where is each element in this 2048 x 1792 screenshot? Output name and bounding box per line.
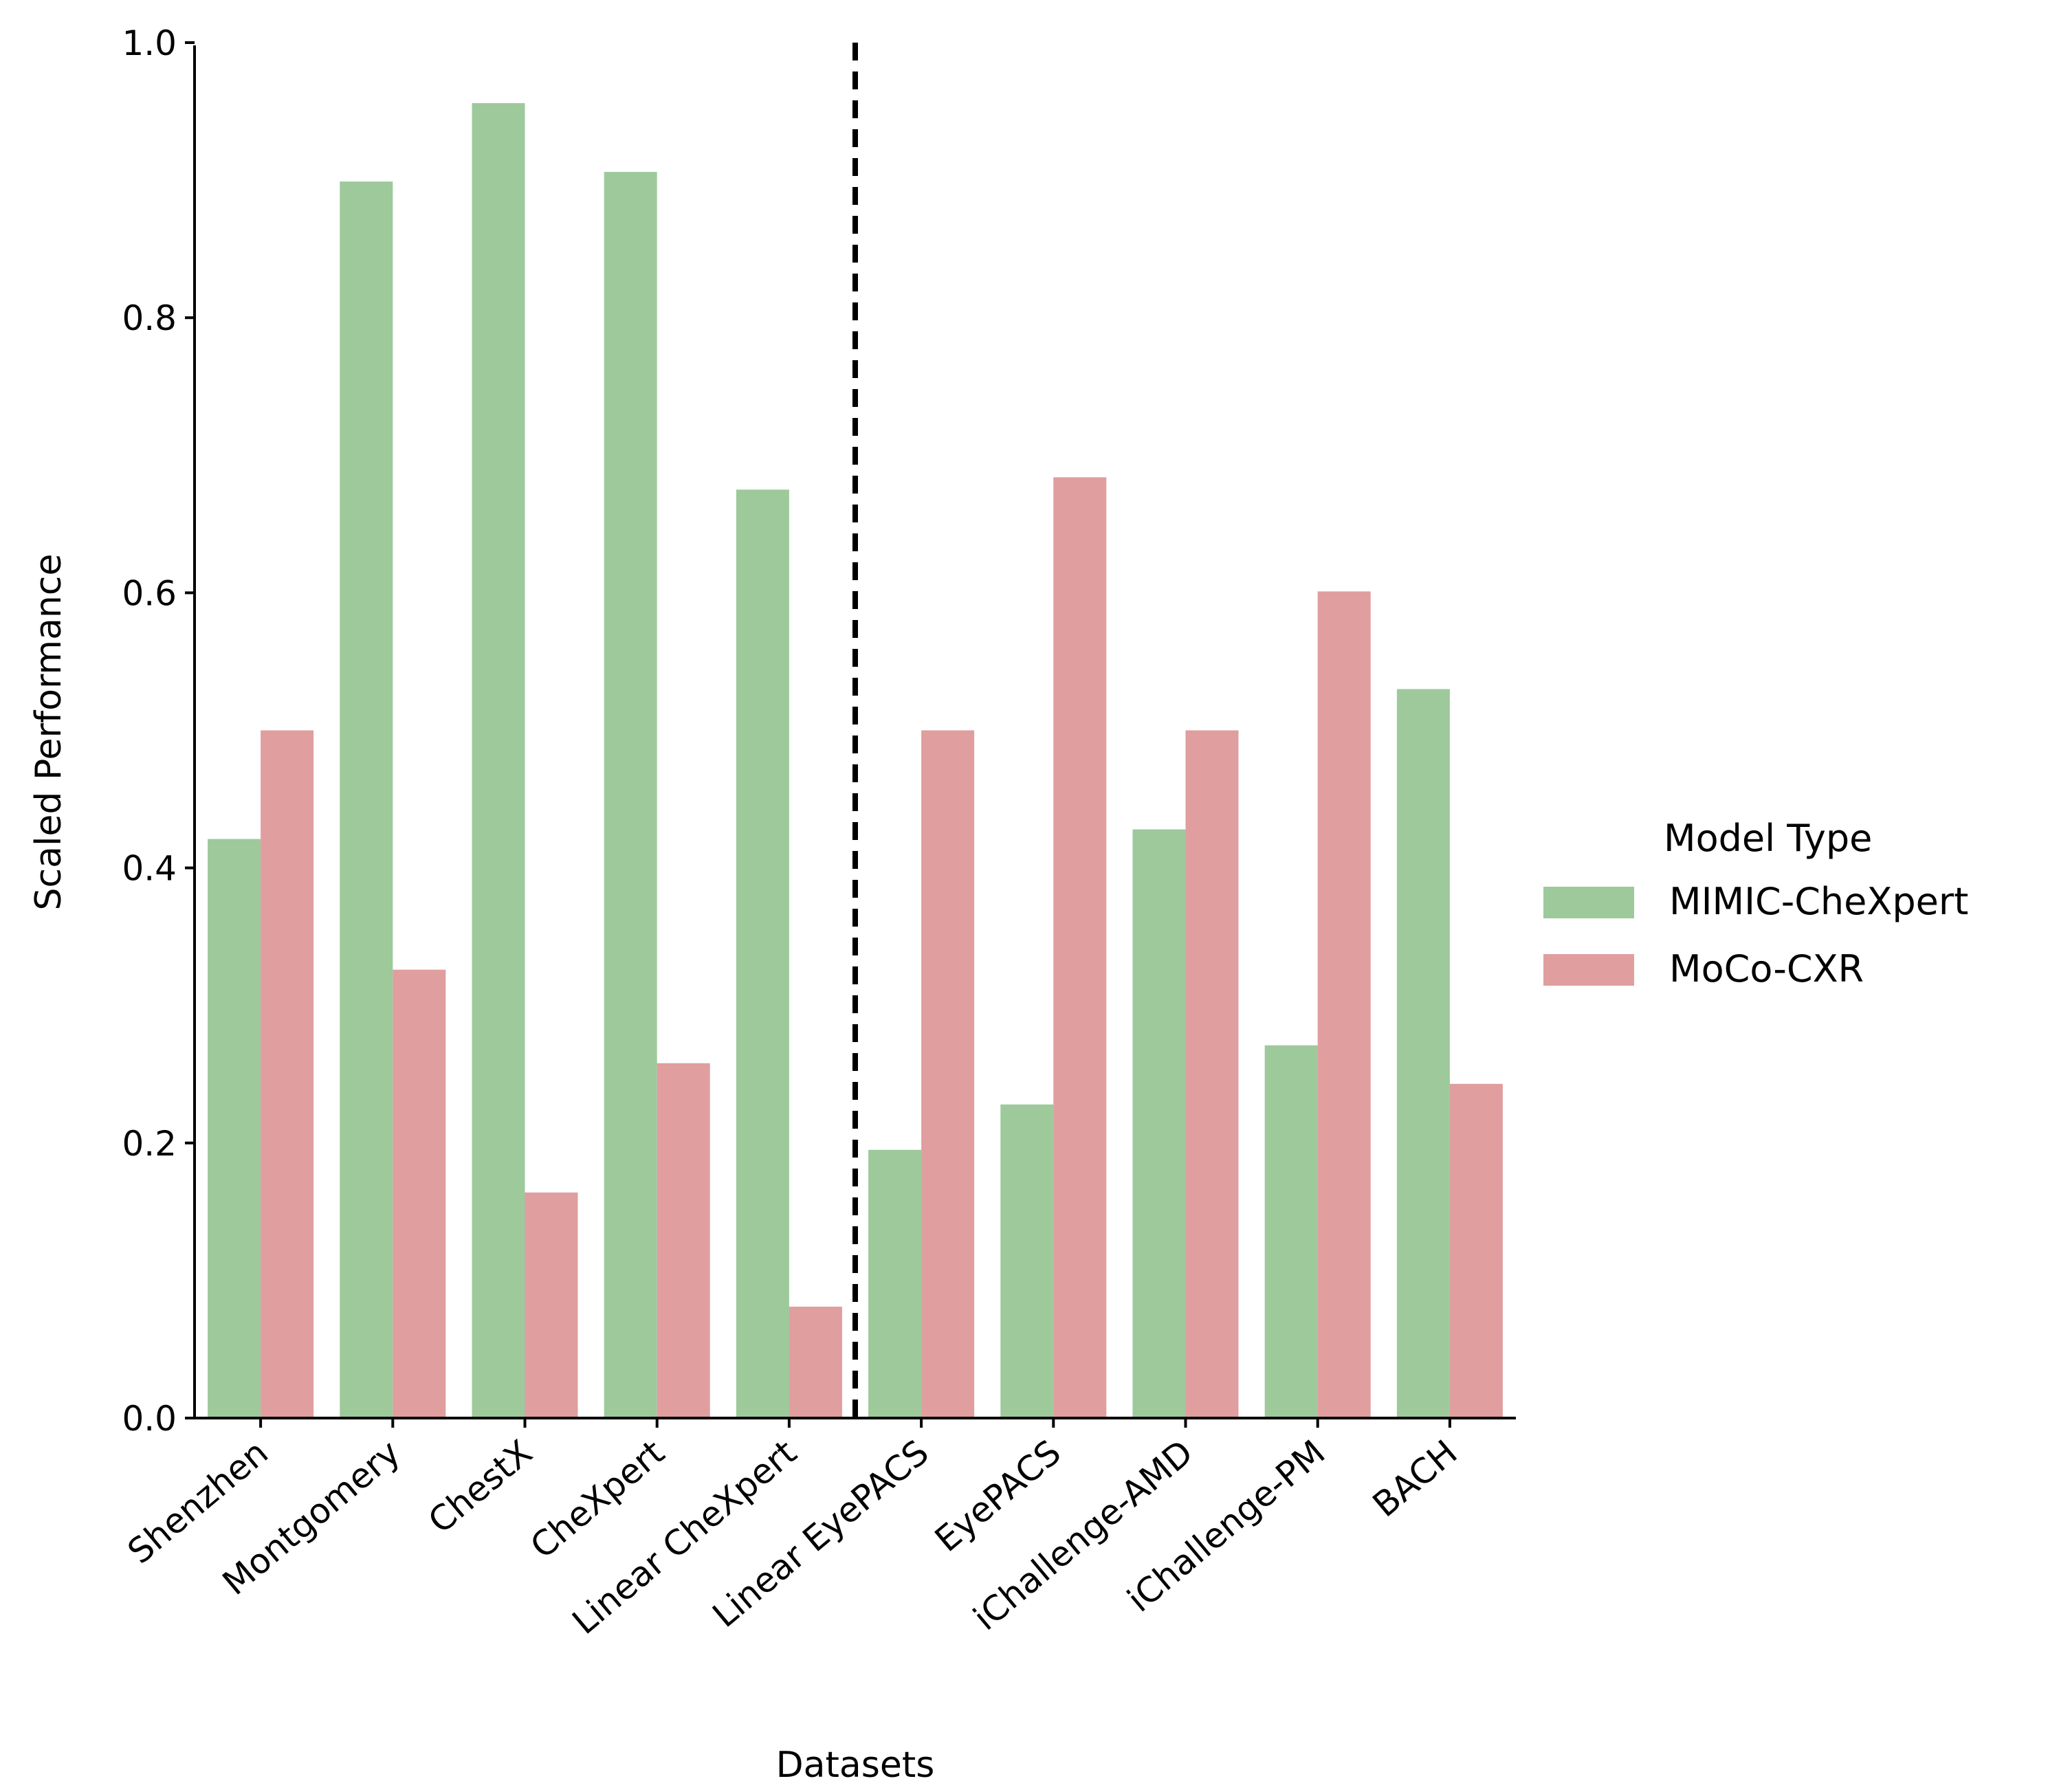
bar-moco-cxr-chexpert — [657, 1063, 710, 1418]
x-tick-label: BACH — [1365, 1433, 1465, 1525]
bar-mimic-chexpert-chexpert — [604, 172, 657, 1418]
legend: Model Type MIMIC-CheXpert MoCo-CXR — [1543, 817, 1968, 991]
bar-mimic-chexpert-linear-chexpert — [736, 489, 789, 1419]
y-tick-label: 0.2 — [122, 1124, 177, 1164]
bars-group — [208, 103, 1503, 1419]
y-tick-label: 0.0 — [122, 1399, 177, 1439]
x-tick-label: ChestX — [421, 1433, 540, 1541]
bar-mimic-chexpert-linear-eyepacs — [868, 1149, 922, 1418]
legend-label-moco-cxr: MoCo-CXR — [1669, 947, 1864, 991]
x-tick-label: Linear CheXpert — [565, 1433, 804, 1642]
bar-mimic-chexpert-montgomery — [340, 181, 393, 1418]
y-axis-title: Scaled Performance — [28, 554, 69, 911]
bar-moco-cxr-linear-eyepacs — [921, 730, 975, 1418]
bar-moco-cxr-montgomery — [393, 969, 446, 1418]
bar-moco-cxr-shenzhen — [261, 730, 314, 1418]
legend-swatch-mimic-chexpert — [1543, 887, 1634, 918]
bar-mimic-chexpert-ichallenge-amd — [1132, 829, 1186, 1418]
bar-moco-cxr-eyepacs — [1053, 477, 1107, 1419]
bar-mimic-chexpert-eyepacs — [1000, 1104, 1054, 1418]
bar-mimic-chexpert-ichallenge-pm — [1264, 1045, 1318, 1418]
x-tick-label: Linear EyePACS — [705, 1433, 936, 1635]
x-axis-title: Datasets — [776, 1745, 935, 1786]
bar-moco-cxr-ichallenge-pm — [1317, 591, 1371, 1419]
legend-swatch-moco-cxr — [1543, 954, 1634, 986]
bar-mimic-chexpert-shenzhen — [208, 839, 261, 1418]
bar-moco-cxr-linear-chexpert — [789, 1306, 842, 1418]
legend-title: Model Type — [1664, 817, 1872, 860]
bar-mimic-chexpert-chestx — [472, 103, 525, 1419]
bar-mimic-chexpert-bach — [1396, 689, 1450, 1418]
bar-moco-cxr-bach — [1449, 1083, 1503, 1418]
legend-label-mimic-chexpert: MIMIC-CheXpert — [1669, 880, 1968, 923]
y-tick-label: 1.0 — [122, 23, 177, 63]
bar-moco-cxr-chestx — [525, 1192, 578, 1418]
y-tick-label: 0.8 — [122, 298, 177, 338]
y-ticks-group: 0.0 0.2 0.4 0.6 0.8 1.0 — [122, 23, 195, 1439]
y-tick-label: 0.6 — [122, 573, 177, 613]
y-tick-label: 0.4 — [122, 849, 177, 889]
bar-moco-cxr-ichallenge-amd — [1185, 730, 1239, 1418]
axes-group — [193, 45, 1516, 1419]
x-tick-label: iChallenge-AMD — [966, 1433, 1200, 1638]
